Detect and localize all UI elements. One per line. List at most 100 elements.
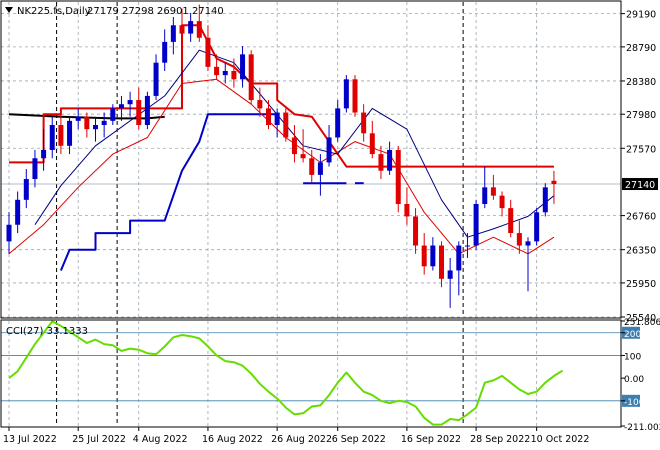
cci-level-box (622, 394, 640, 407)
time-tick-label: 25 Jul 2022 (72, 434, 126, 445)
time-axis: 13 Jul 2022 25 Jul 2022 4 Aug 2022 16 Aug 2… (3, 427, 589, 445)
bear-candle (196, 21, 202, 38)
time-tick-label: 28 Sep 2022 (470, 434, 530, 445)
cci-tick-label: 0.00 (624, 375, 644, 385)
price-tick-label: 28790 (626, 43, 656, 54)
bull-candle (162, 41, 168, 63)
time-tick-label: 16 Aug 2022 (202, 434, 263, 445)
bull-candle (326, 137, 332, 163)
cci-tick-label: 100 (624, 352, 641, 362)
bear-candle (516, 233, 522, 246)
cci-label: CCI(27) 33.1333 (6, 326, 88, 337)
ohlc-values: 27179 27298 26901 27140 (87, 6, 224, 17)
time-tick-label: 16 Sep 2022 (401, 434, 461, 445)
bull-candle (335, 108, 341, 138)
bear-candle (421, 245, 427, 267)
bull-candle (274, 112, 280, 126)
candles (6, 4, 557, 308)
cci-line (8, 320, 564, 426)
bear-candle (490, 187, 496, 196)
bear-candle (257, 100, 263, 109)
cci-tick-label: 251.8066 (624, 318, 660, 328)
bear-candle (551, 180, 557, 185)
bull-candle (32, 158, 38, 180)
bull-candle (464, 245, 470, 247)
time-tick-label: 6 Sep 2022 (332, 434, 386, 445)
cci-grid (1, 321, 621, 426)
cci-panel-frame (0, 319, 622, 428)
bear-candle (214, 66, 220, 76)
price-tick-label: 29190 (626, 10, 656, 21)
bull-candle (456, 245, 462, 271)
cci-axis: 251.8066 200 100 0.00 -100 -211.0020 (621, 318, 660, 433)
bull-candle (542, 187, 548, 213)
cci-series (8, 320, 564, 426)
collapse-triangle-icon[interactable] (5, 7, 13, 13)
bear-candle (395, 149, 401, 204)
bear-candle (404, 203, 410, 217)
bull-candle (15, 199, 21, 225)
bear-candle (300, 154, 306, 159)
bull-candle (534, 212, 540, 242)
bull-candle (222, 70, 228, 76)
bear-candle (231, 70, 237, 80)
bull-candle (101, 120, 107, 126)
bull-candle (387, 149, 393, 171)
time-tick-label: 26 Aug 2022 (271, 434, 332, 445)
bull-candle (110, 108, 116, 121)
chart-title: NK225.fs,Daily (17, 6, 91, 17)
time-tick-label: 13 Jul 2022 (3, 434, 57, 445)
price-tick-label: 26760 (626, 212, 656, 223)
price-axis: 29190 28790 28380 27980 27570 26760 26350 25950… (621, 10, 658, 324)
bull-candle (93, 125, 98, 130)
bull-candle (67, 120, 73, 146)
cci-tick-label: -211.0020 (624, 423, 660, 433)
time-tick-label: 10 Oct 2022 (531, 434, 590, 445)
bull-candle (75, 116, 81, 121)
bear-candle (291, 137, 297, 155)
price-tick-label: 25540 (626, 313, 656, 324)
bear-candle (413, 216, 419, 246)
bull-candle (482, 187, 488, 204)
bull-candle (144, 95, 150, 126)
bear-candle (378, 154, 384, 171)
bear-candle (439, 245, 444, 279)
bull-candle (41, 149, 47, 159)
bull-candle (49, 125, 55, 150)
price-tick-label: 25950 (626, 279, 656, 290)
current-price-box (622, 178, 658, 191)
cci-tick-label: -100 (624, 398, 645, 408)
bear-candle (179, 25, 185, 34)
bear-candle (266, 108, 271, 126)
price-panel-frame (0, 0, 622, 319)
bull-candle (188, 21, 194, 34)
current-price-label: 27140 (625, 180, 655, 191)
price-tick-label: 27980 (626, 110, 656, 121)
bull-candle (525, 241, 531, 246)
bear-candle (136, 100, 142, 126)
bull-candle (6, 224, 12, 242)
cci-tick-label: 200 (624, 330, 641, 340)
bull-candle (240, 54, 246, 80)
bull-candle (153, 62, 159, 96)
bear-candle (58, 125, 64, 146)
bull-candle (473, 203, 479, 246)
bear-candle (499, 195, 505, 209)
price-tick-label: 26350 (626, 246, 656, 257)
bull-candle (23, 179, 29, 200)
bull-candle (127, 100, 133, 105)
bear-candle (205, 37, 211, 67)
bear-candle (248, 54, 254, 101)
price-tick-label: 27570 (626, 144, 656, 155)
bull-candle (447, 270, 453, 279)
bull-candle (343, 79, 349, 109)
cci-level-box (622, 326, 640, 339)
bear-candle (352, 79, 358, 113)
bear-candle (84, 116, 90, 130)
bull-candle (317, 162, 323, 175)
lower-channel-line (59, 113, 278, 271)
price-tick-label: 28380 (626, 77, 656, 88)
bear-candle (283, 112, 289, 138)
